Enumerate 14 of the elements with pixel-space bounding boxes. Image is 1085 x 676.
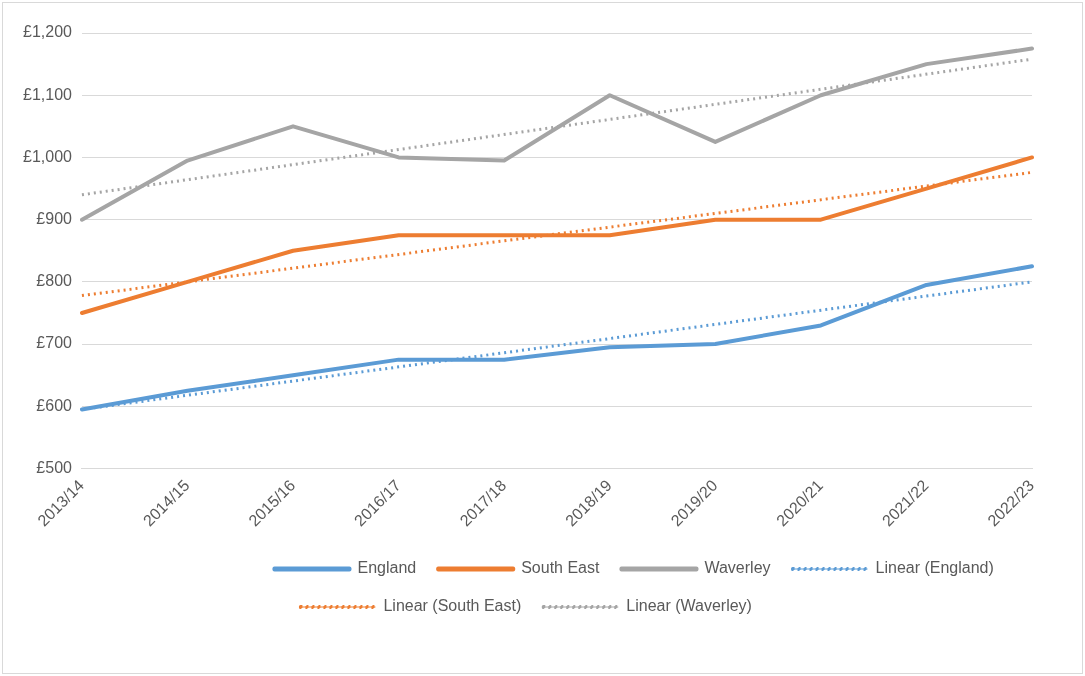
y-tick-label: £700: [36, 334, 73, 352]
legend-label: Waverley: [704, 559, 771, 577]
y-tick-label: £1,100: [23, 85, 73, 103]
y-tick-label: £900: [36, 210, 73, 228]
y-tick-label: £600: [36, 396, 73, 414]
legend-label: Linear (Waverley): [626, 597, 752, 615]
legend-label: Linear (England): [875, 559, 994, 577]
legend-label: Linear (South East): [383, 597, 522, 615]
y-tick-label: £1,000: [23, 147, 73, 165]
y-tick-label: £500: [36, 458, 73, 476]
legend-label: South East: [521, 559, 601, 577]
legend-label: England: [357, 559, 417, 577]
y-tick-label: £800: [36, 272, 73, 290]
y-tick-label: £1,200: [23, 23, 73, 41]
